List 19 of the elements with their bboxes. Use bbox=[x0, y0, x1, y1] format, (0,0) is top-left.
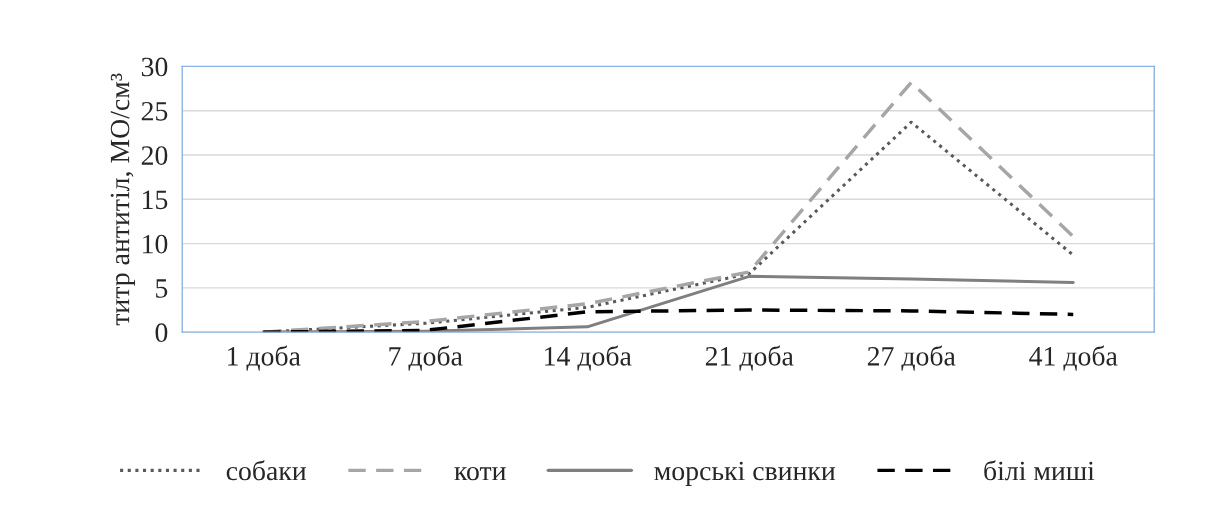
legend-label: коти bbox=[454, 466, 506, 481]
y-tick-label: 20 bbox=[141, 146, 168, 165]
y-tick-label: 25 bbox=[141, 101, 168, 121]
x-tick-label: 27 доба bbox=[867, 345, 956, 371]
legend-label: морські свинки bbox=[654, 461, 836, 486]
line-series bbox=[261, 308, 1075, 333]
x-tick-label: 41 доба bbox=[1029, 345, 1118, 371]
y-tick-label: 5 bbox=[156, 279, 168, 298]
y-tick-label: 0 bbox=[155, 323, 168, 343]
y-tick-label: 10 bbox=[143, 234, 168, 254]
x-tick-label: 7 доба bbox=[389, 345, 463, 371]
x-tick-label: 21 доба bbox=[705, 345, 794, 371]
legend-label: собаки bbox=[226, 460, 307, 481]
legend-label: білі миші bbox=[984, 460, 1095, 481]
y-axis-title: титр антитіл, МО/см³ bbox=[110, 73, 136, 326]
x-tick-label: 1 доба bbox=[228, 345, 301, 371]
y-tick-label: 30 bbox=[141, 57, 168, 77]
x-tick-label: 14 доба bbox=[545, 345, 632, 371]
y-tick-label: 15 bbox=[143, 190, 168, 210]
